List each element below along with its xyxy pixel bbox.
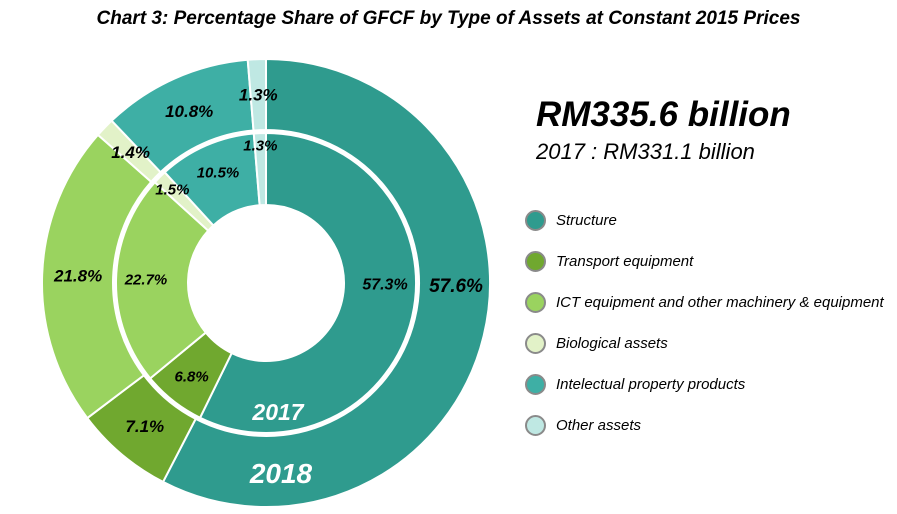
- legend-item-biological-assets: Biological assets: [525, 333, 884, 354]
- legend: Structure Transport equipment ICT equipm…: [525, 210, 884, 456]
- slice-label-2017-biological-assets: 1.5%: [155, 181, 189, 198]
- legend-item-structure: Structure: [525, 210, 884, 231]
- legend-item-other-assets: Other assets: [525, 415, 884, 436]
- slice-label-2018-transport-equipment: 7.1%: [125, 417, 164, 436]
- legend-label: Other assets: [556, 417, 642, 434]
- legend-label: ICT equipment and other machinery & equi…: [556, 294, 884, 311]
- legend-swatch-icon: [525, 210, 546, 231]
- slice-2017-ict-equipment-and-other-machinery-equipment: [115, 180, 210, 380]
- ring-year-label-2017: 2017: [251, 399, 304, 425]
- slice-2018-structure: [161, 57, 491, 508]
- legend-label: Intelectual property products: [556, 376, 746, 393]
- slice-label-2018-intelectual-property-products: 10.8%: [165, 102, 213, 121]
- total-value: RM335.6 billion: [536, 95, 791, 134]
- slice-label-2018-ict-equipment-and-other-machinery-equipment: 21.8%: [53, 266, 102, 285]
- legend-label: Biological assets: [556, 335, 668, 352]
- slice-2017-structure: [198, 131, 418, 434]
- slice-label-2017-transport-equipment: 6.8%: [174, 369, 208, 386]
- slice-label-2018-biological-assets: 1.4%: [111, 143, 150, 162]
- legend-label: Structure: [556, 212, 617, 229]
- legend-item-transport-equipment: Transport equipment: [525, 251, 884, 272]
- legend-swatch-icon: [525, 292, 546, 313]
- legend-label: Transport equipment: [556, 253, 694, 270]
- legend-item-ict-equipment: ICT equipment and other machinery & equi…: [525, 292, 884, 313]
- slice-2017-other-assets: [252, 131, 267, 207]
- slice-2018-other-assets: [246, 57, 267, 132]
- legend-item-intellectual-property: Intelectual property products: [525, 374, 884, 395]
- slice-label-2017-structure: 57.3%: [362, 277, 407, 294]
- slice-label-2017-other-assets: 1.3%: [243, 138, 277, 155]
- ring-year-label-2018: 2018: [249, 458, 313, 489]
- donut-chart: 57.6% 7.1% 21.8% 1.4% 10.8% 1.3% 57.3% 6.8% 22.7…: [41, 57, 491, 508]
- chart-title: Chart 3: Percentage Share of GFCF by Typ…: [96, 8, 801, 29]
- legend-swatch-icon: [525, 415, 546, 436]
- slice-label-2017-intelectual-property-products: 10.5%: [197, 165, 240, 182]
- legend-swatch-icon: [525, 374, 546, 395]
- legend-swatch-icon: [525, 333, 546, 354]
- slice-label-2017-ict-equipment-and-other-machinery-equipment: 22.7%: [124, 272, 168, 289]
- slice-label-2018-other-assets: 1.3%: [239, 86, 278, 105]
- summary-panel: RM335.6 billion 2017 : RM331.1 billion: [536, 95, 791, 165]
- legend-swatch-icon: [525, 251, 546, 272]
- previous-year-value: 2017 : RM331.1 billion: [536, 138, 755, 164]
- slice-label-2018-structure: 57.6%: [429, 276, 483, 297]
